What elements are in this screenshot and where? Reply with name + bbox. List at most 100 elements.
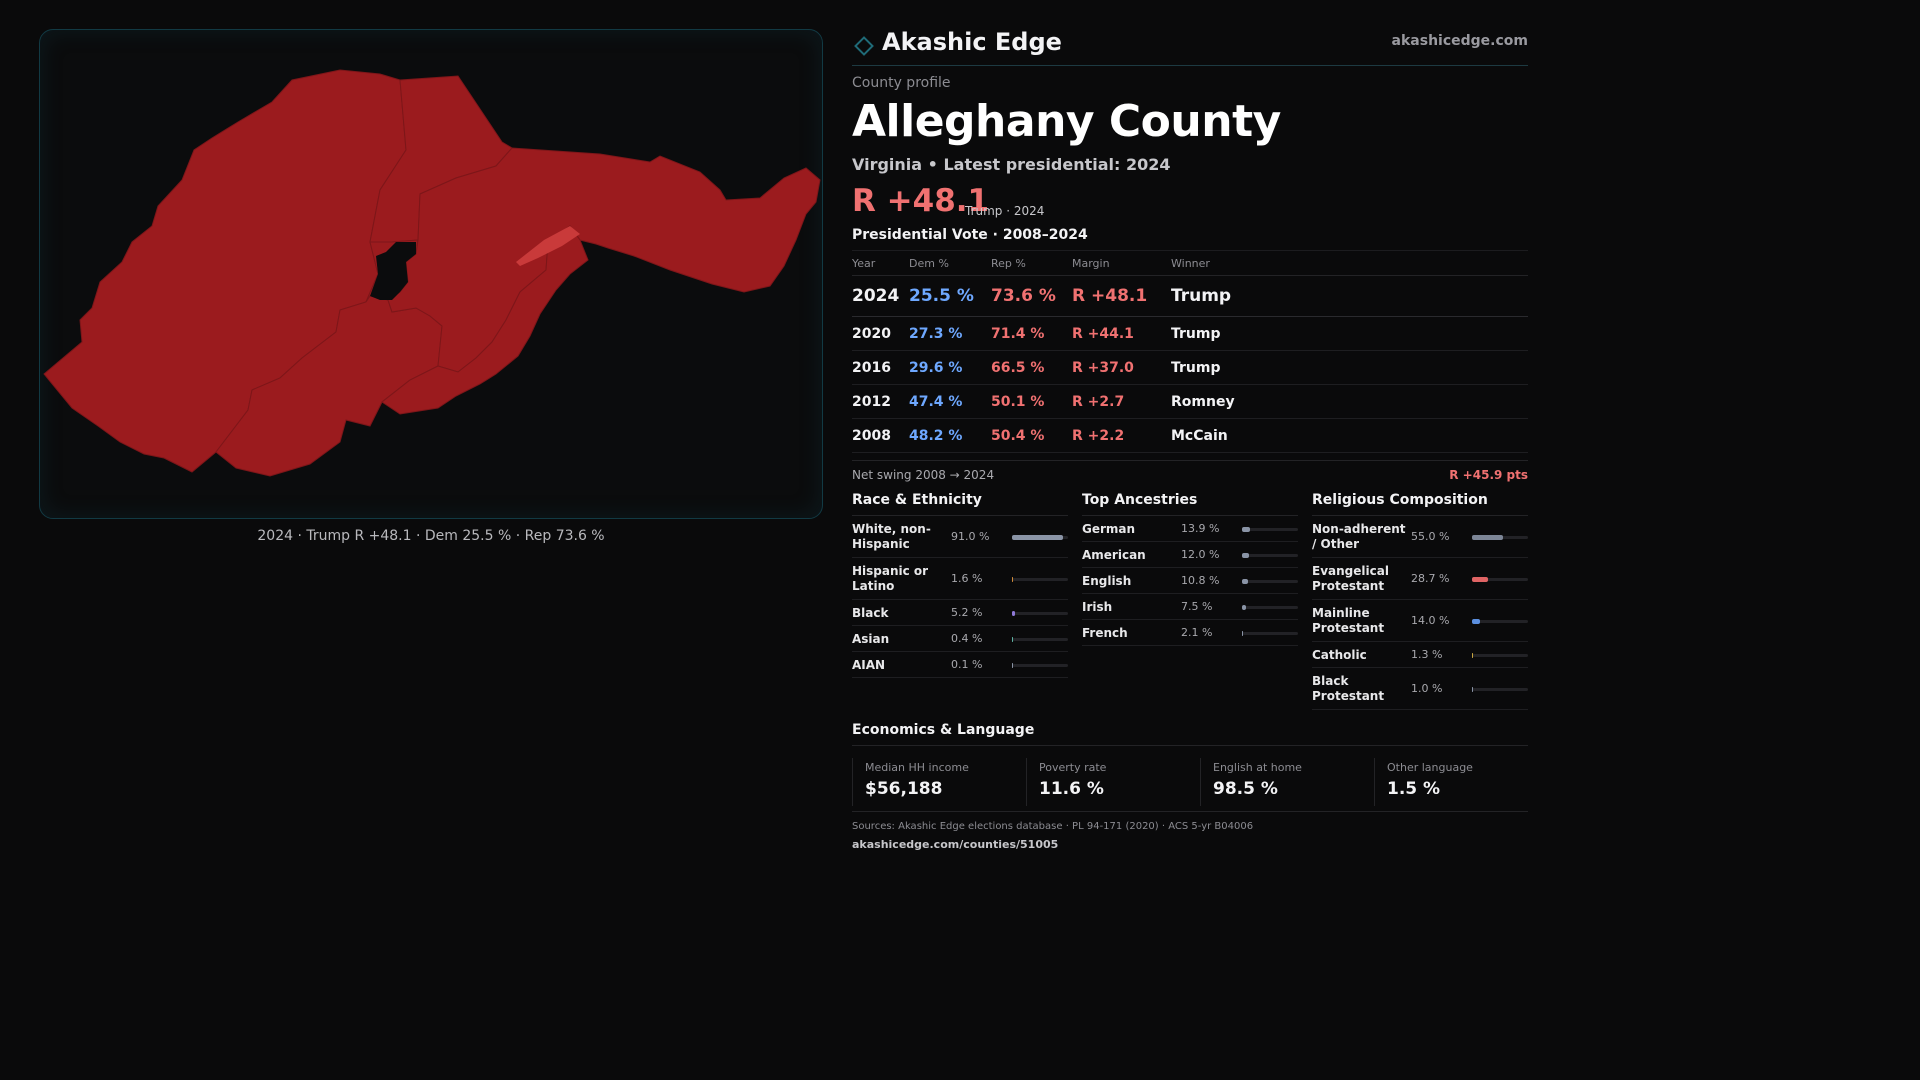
- item-bar: [1242, 553, 1298, 558]
- item-bar-fill: [1242, 579, 1249, 584]
- county-map-panel[interactable]: [39, 29, 823, 519]
- independent-city-covington[interactable]: [370, 242, 416, 300]
- item-bar: [1012, 637, 1068, 642]
- presidential-table: Year Dem % Rep % Margin Winner 2024 25.5…: [852, 250, 1528, 453]
- item-label: White, non-Hispanic: [852, 522, 931, 551]
- row-rep: 71.4 %: [991, 326, 1045, 342]
- headline-margin: R +48.1: [852, 183, 990, 219]
- profile-panel: Akashic Edge akashicedge.com County prof…: [852, 24, 1528, 851]
- item-bar-fill: [1472, 653, 1473, 658]
- item-label: American: [1082, 548, 1146, 562]
- item-bar-fill: [1472, 687, 1473, 692]
- list-item[interactable]: Black Protestant 1.0 %: [1312, 668, 1528, 710]
- item-value: 12.0 %: [1181, 548, 1220, 561]
- item-bar-fill: [1242, 527, 1250, 532]
- stat-value: 98.5 %: [1213, 779, 1278, 799]
- row-dem: 25.5 %: [909, 286, 974, 306]
- economics-stats: Median HH income $56,188 Poverty rate 11…: [852, 758, 1528, 812]
- list-item[interactable]: American 12.0 %: [1082, 542, 1298, 568]
- item-bar: [1242, 631, 1298, 636]
- section-title: Top Ancestries: [1082, 492, 1298, 516]
- item-value: 13.9 %: [1181, 522, 1220, 535]
- item-value: 7.5 %: [1181, 600, 1213, 613]
- stat-value: 11.6 %: [1039, 779, 1104, 799]
- row-year: 2012: [852, 394, 891, 410]
- row-rep: 50.1 %: [991, 394, 1045, 410]
- row-margin: R +2.2: [1072, 428, 1125, 444]
- header-winner: Winner: [1171, 257, 1210, 270]
- section-title: Race & Ethnicity: [852, 492, 1068, 516]
- list-item[interactable]: White, non-Hispanic 91.0 %: [852, 516, 1068, 558]
- item-bar: [1012, 535, 1068, 540]
- item-label: Evangelical Protestant: [1312, 564, 1389, 593]
- table-row[interactable]: 2012 47.4 % 50.1 % R +2.7 Romney: [852, 385, 1528, 419]
- list-item[interactable]: Non-adherent / Other 55.0 %: [1312, 516, 1528, 558]
- list-item[interactable]: Black 5.2 %: [852, 600, 1068, 626]
- county-map[interactable]: [40, 30, 823, 519]
- item-bar-fill: [1012, 637, 1013, 642]
- row-year: 2008: [852, 428, 891, 444]
- list-item[interactable]: AIAN 0.1 %: [852, 652, 1068, 678]
- page-subtitle: Virginia • Latest presidential: 2024: [852, 155, 1171, 174]
- table-row[interactable]: 2008 48.2 % 50.4 % R +2.2 McCain: [852, 419, 1528, 453]
- item-value: 28.7 %: [1411, 572, 1450, 585]
- economics-section-title: Economics & Language: [852, 722, 1528, 746]
- item-bar-fill: [1472, 535, 1503, 540]
- item-label: AIAN: [852, 658, 886, 672]
- list-item[interactable]: German 13.9 %: [1082, 516, 1298, 542]
- precinct-south-east[interactable]: [381, 225, 589, 415]
- county-shape[interactable]: [43, 69, 821, 477]
- precinct-east-central[interactable]: [387, 147, 821, 373]
- headline-winner: Trump · 2024: [965, 204, 1045, 218]
- independent-city-clifton-forge[interactable]: [516, 226, 580, 266]
- table-row[interactable]: 2016 29.6 % 66.5 % R +37.0 Trump: [852, 351, 1528, 385]
- item-label: French: [1082, 626, 1128, 640]
- item-label: Catholic: [1312, 648, 1367, 662]
- row-winner: Trump: [1171, 360, 1221, 376]
- item-bar-fill: [1012, 611, 1015, 616]
- brand-header: Akashic Edge akashicedge.com: [852, 24, 1528, 66]
- stat-value: 1.5 %: [1387, 779, 1441, 799]
- list-item[interactable]: Mainline Protestant 14.0 %: [1312, 600, 1528, 642]
- page-kicker: County profile: [852, 75, 951, 91]
- net-swing-value: R +45.9 pts: [1449, 468, 1528, 482]
- page-title: Alleghany County: [852, 96, 1281, 147]
- item-value: 55.0 %: [1411, 530, 1450, 543]
- row-dem: 48.2 %: [909, 428, 963, 444]
- item-bar: [1012, 577, 1068, 582]
- list-item[interactable]: English 10.8 %: [1082, 568, 1298, 594]
- item-bar-fill: [1012, 535, 1063, 540]
- brand-url-link[interactable]: akashicedge.com: [1391, 33, 1528, 49]
- item-bar-fill: [1472, 577, 1489, 582]
- table-row[interactable]: 2024 25.5 % 73.6 % R +48.1 Trump: [852, 276, 1528, 317]
- row-margin: R +2.7: [1072, 394, 1125, 410]
- list-item[interactable]: Irish 7.5 %: [1082, 594, 1298, 620]
- section-title: Religious Composition: [1312, 492, 1528, 516]
- list-item[interactable]: French 2.1 %: [1082, 620, 1298, 646]
- item-value: 0.1 %: [951, 658, 983, 671]
- header-margin: Margin: [1072, 257, 1110, 270]
- list-item[interactable]: Evangelical Protestant 28.7 %: [1312, 558, 1528, 600]
- item-bar: [1242, 579, 1298, 584]
- net-swing-label: Net swing 2008 → 2024: [852, 468, 995, 482]
- item-value: 1.6 %: [951, 572, 983, 585]
- row-winner: Trump: [1171, 286, 1232, 306]
- table-row[interactable]: 2020 27.3 % 71.4 % R +44.1 Trump: [852, 317, 1528, 351]
- item-bar: [1472, 577, 1528, 582]
- brand-name: Akashic Edge: [882, 28, 1062, 56]
- stat-other-language: Other language 1.5 %: [1374, 758, 1528, 806]
- list-item[interactable]: Hispanic or Latino 1.6 %: [852, 558, 1068, 600]
- item-label: Non-adherent / Other: [1312, 522, 1406, 551]
- item-bar: [1472, 687, 1528, 692]
- item-bar-fill: [1242, 631, 1244, 636]
- stat-label: English at home: [1213, 761, 1302, 774]
- row-year: 2024: [852, 286, 900, 306]
- item-label: Asian: [852, 632, 890, 646]
- row-rep: 50.4 %: [991, 428, 1045, 444]
- page-url-link[interactable]: akashicedge.com/counties/51005: [852, 838, 1059, 851]
- list-item[interactable]: Asian 0.4 %: [852, 626, 1068, 652]
- list-item[interactable]: Catholic 1.3 %: [1312, 642, 1528, 668]
- presidential-section-title: Presidential Vote · 2008–2024: [852, 227, 1088, 243]
- item-label: Black: [852, 606, 889, 620]
- diamond-logo-icon: [854, 36, 874, 56]
